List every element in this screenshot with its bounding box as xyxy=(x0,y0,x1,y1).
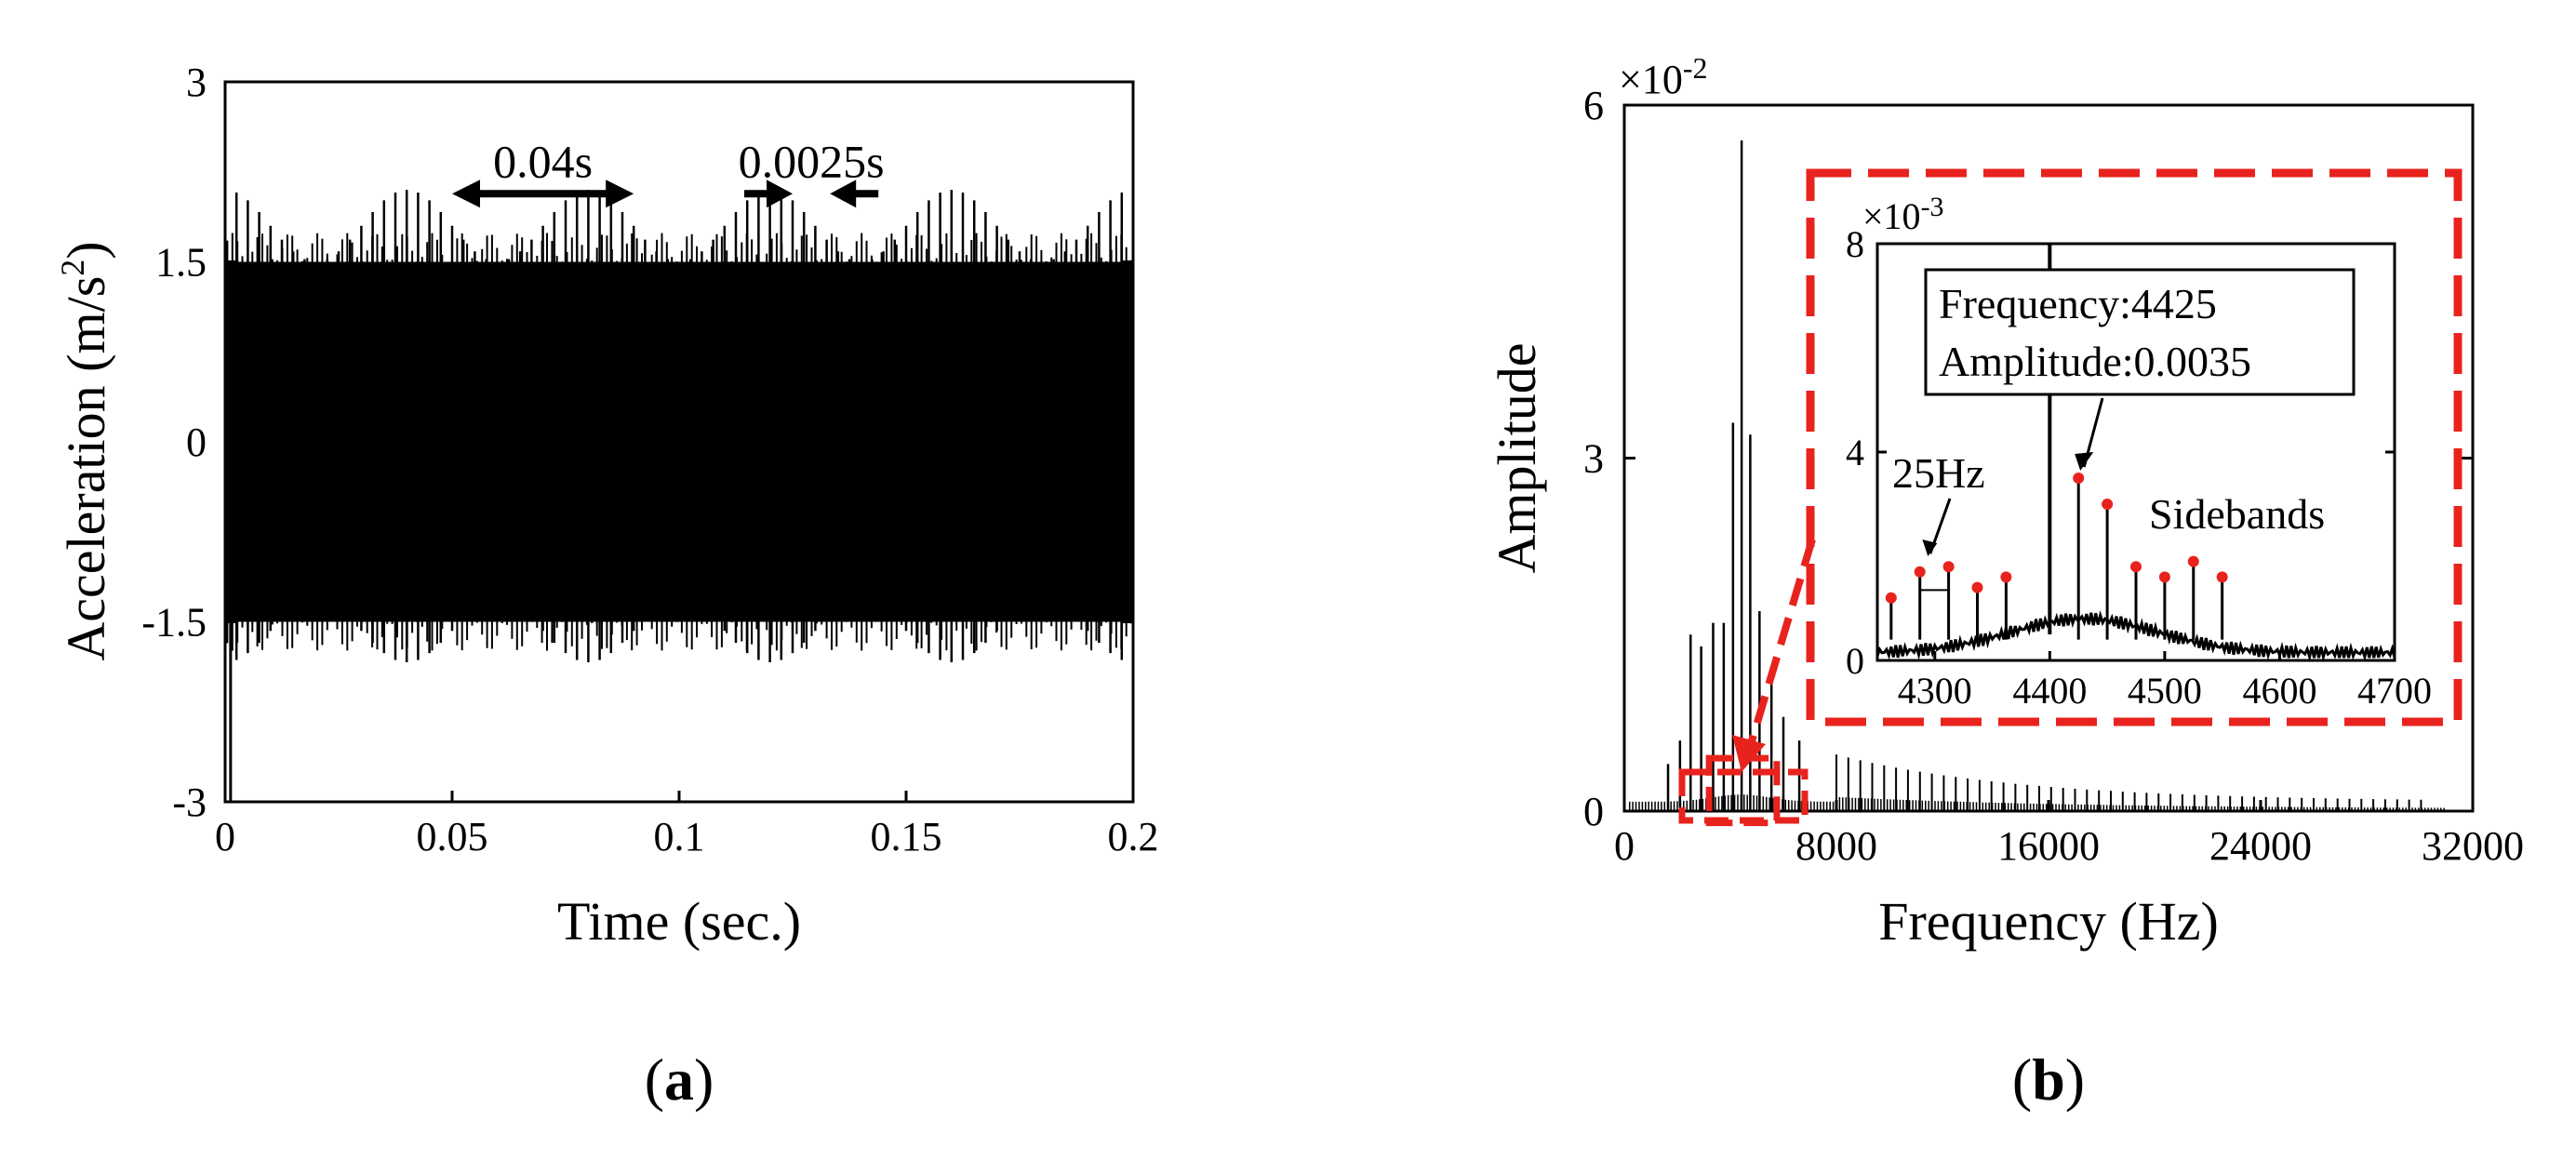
b-inset-scale-base: ×10 xyxy=(1862,195,1921,237)
b-scale-base: ×10 xyxy=(1619,57,1683,102)
b-x-axis-label: Frequency (Hz) xyxy=(1878,891,2219,952)
b-inset-x-tick-label: 4400 xyxy=(2012,670,2087,712)
a-ticks: 0 0.05 0.1 0.15 0.2 -3 -1.5 0 1.5 3 xyxy=(141,60,1158,859)
b-x-tick-label: 8000 xyxy=(1795,823,1877,869)
a-period-arrow-left xyxy=(452,180,480,208)
b-inset-x-tick-label: 4600 xyxy=(2242,670,2316,712)
panel-b-label: (b) xyxy=(2012,1046,2085,1112)
panel-a-label: (a) xyxy=(645,1046,714,1112)
a-x-tick-label: 0.1 xyxy=(654,814,705,859)
a-spike-arrow-right xyxy=(830,180,857,208)
a-y-tick-label: 0 xyxy=(186,420,207,465)
b-inset-scale-exp: -3 xyxy=(1921,192,1944,222)
b-zoom-arrow-line xyxy=(1747,538,1816,746)
b-zoom-box-lower xyxy=(1678,768,1809,824)
b-zoom-arrow-head xyxy=(1732,735,1766,772)
a-annotations: 0.04s 0.0025s xyxy=(452,135,885,208)
b-inset-info-pointer-head xyxy=(2075,452,2094,471)
b-spectrum-harmonics xyxy=(1835,754,2423,811)
a-x-tick-label: 0.15 xyxy=(871,814,942,859)
b-x-tick-label: 24000 xyxy=(2209,823,2312,869)
a-y-tick-label: 3 xyxy=(186,60,207,105)
a-x-axis-label: Time (sec.) xyxy=(557,891,801,952)
b-inset-sideband-marker xyxy=(2216,571,2228,583)
panel-a-letter: a xyxy=(664,1046,694,1112)
a-spike-arrow-left xyxy=(767,180,793,208)
b-y-tick-label: 6 xyxy=(1583,83,1604,128)
a-annotation-period-text: 0.04s xyxy=(493,135,593,187)
b-y-tick-label: 3 xyxy=(1583,436,1604,482)
b-inset-x-tick-label: 4500 xyxy=(2128,670,2202,712)
b-inset-sideband-marker xyxy=(2130,561,2142,573)
a-period-arrow-right xyxy=(606,180,634,208)
b-inset-scale-factor: ×10-3 xyxy=(1862,192,1944,237)
a-y-tick-label: 1.5 xyxy=(155,240,207,286)
a-x-tick-label: 0.05 xyxy=(417,814,488,859)
a-signal xyxy=(226,190,1133,802)
b-inset-25hz-label: 25Hz xyxy=(1892,449,1985,497)
b-inset-sideband-marker xyxy=(1942,561,1955,573)
b-inset-info-box xyxy=(1924,268,2356,396)
b-spectrum-floor xyxy=(1628,794,2445,811)
a-y-axis-label-suffix: ) xyxy=(56,241,116,259)
b-inset-sideband-marker xyxy=(2073,473,2085,484)
b-inset-info-frequency: Frequency:4425 xyxy=(1939,280,2217,327)
a-y-tick-label: -3 xyxy=(172,779,207,825)
b-ticks: 0 8000 16000 24000 32000 0 3 6 xyxy=(1583,83,2524,869)
b-zoom-box xyxy=(1705,754,1781,827)
a-annotation-spike-period-text: 0.0025s xyxy=(739,135,885,187)
a-y-axis-label-sup: 2 xyxy=(54,260,91,276)
b-inset-sideband-marker xyxy=(2187,555,2199,567)
b-inset-sideband-marker xyxy=(2000,571,2012,583)
b-inset-sideband-marker xyxy=(2102,499,2114,510)
b-inset-info-amplitude: Amplitude:0.0035 xyxy=(1939,338,2251,385)
b-scale-exp: -2 xyxy=(1683,51,1708,85)
a-signal-spikes xyxy=(234,190,1124,662)
a-y-axis-label: Acceleration (m/s2) xyxy=(54,241,116,660)
b-inset-x-tick-label: 4700 xyxy=(2357,670,2432,712)
panel-b-letter: b xyxy=(2032,1046,2065,1112)
b-inset-dashed-frame xyxy=(1806,168,2463,726)
b-y-tick-label: 0 xyxy=(1583,789,1604,834)
b-inset: 4300 4400 4500 4600 4700 0 4 8×10-3 Frequency:44… xyxy=(1806,168,2463,726)
b-inset-y-tick-label: 4 xyxy=(1846,432,1864,473)
b-inset-sideband-marker xyxy=(1971,581,1983,593)
b-inset-sidebands-label: Sidebands xyxy=(2149,490,2325,538)
a-x-tick-label: 0.2 xyxy=(1108,814,1159,859)
a-y-axis-label-prefix: Acceleration (m/s xyxy=(56,276,116,661)
panel-a: 0 0.05 0.1 0.15 0.2 -3 -1.5 0 1.5 3 0.04s 0.0025s… xyxy=(54,60,1159,1112)
a-x-tick-label: 0 xyxy=(215,814,235,859)
b-x-tick-label: 16000 xyxy=(1997,823,2100,869)
b-inset-y-tick-label: 0 xyxy=(1846,640,1864,682)
b-zoom-indicator xyxy=(1678,538,1816,827)
b-y-axis-label: Amplitude xyxy=(1487,342,1547,573)
b-x-tick-label: 32000 xyxy=(2422,823,2524,869)
b-scale-factor: ×10-2 xyxy=(1619,51,1707,102)
b-inset-sideband-marker xyxy=(1885,592,1897,604)
a-y-tick-label: -1.5 xyxy=(141,600,207,646)
b-inset-x-tick-label: 4300 xyxy=(1898,670,1972,712)
b-inset-y-tick-label: 8 xyxy=(1846,223,1864,265)
b-inset-sideband-marker xyxy=(2158,571,2170,583)
b-x-tick-label: 0 xyxy=(1614,823,1635,869)
b-inset-25hz-pointer-head xyxy=(1922,540,1938,556)
b-inset-sideband-marker xyxy=(1914,566,1926,578)
